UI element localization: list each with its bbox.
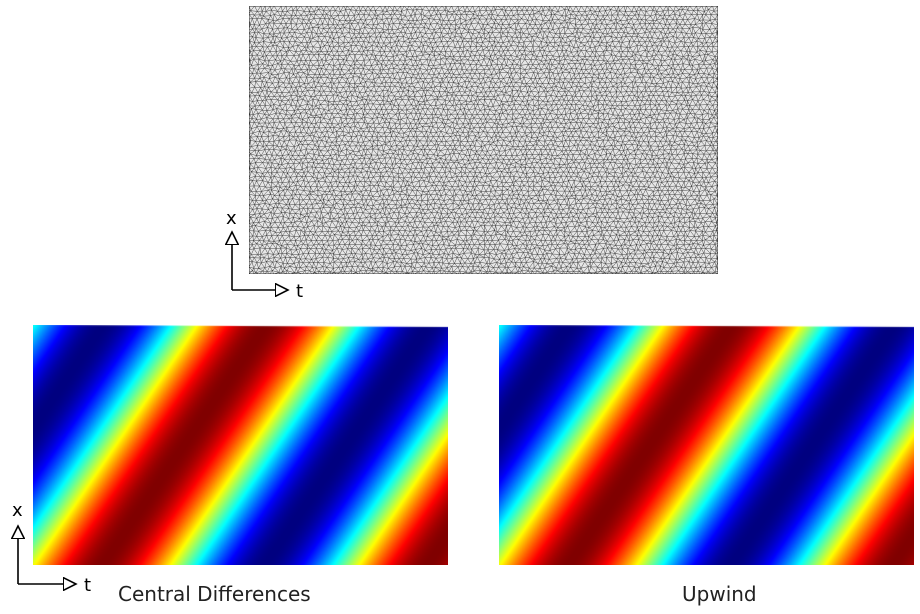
central-differences-caption: Central Differences <box>118 582 311 606</box>
mesh-lines <box>249 6 718 274</box>
t-axis-label: t <box>84 575 91 596</box>
upwind-caption: Upwind <box>682 582 757 606</box>
x-axis-label: x <box>226 208 237 229</box>
upwind-colormap <box>499 325 914 565</box>
central-differences-colormap <box>33 325 448 565</box>
x-axis-label: x <box>12 500 23 521</box>
t-axis-label: t <box>296 281 303 302</box>
triangular-mesh-panel <box>249 6 718 274</box>
axis-indicator-bottom: x t <box>4 500 91 596</box>
axis-indicator-top: x t <box>218 208 303 302</box>
